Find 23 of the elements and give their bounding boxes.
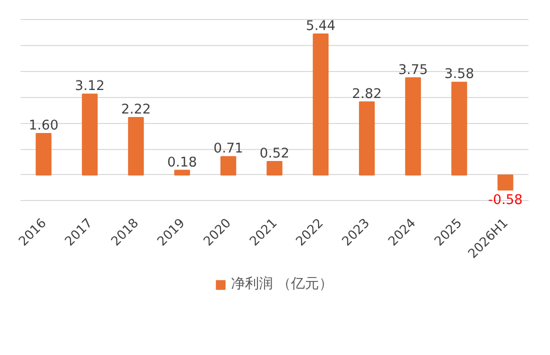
data-label: 5.44 <box>306 19 336 34</box>
data-label: 3.58 <box>444 67 474 82</box>
bar <box>312 34 329 176</box>
data-label: 2.82 <box>352 86 382 102</box>
bar <box>358 101 375 176</box>
data-label: 1.60 <box>28 118 58 134</box>
bar <box>405 77 421 176</box>
bar <box>498 174 514 190</box>
bar <box>174 170 190 176</box>
bar <box>128 116 144 176</box>
bar <box>451 82 468 176</box>
bar <box>82 94 98 176</box>
bar <box>36 133 52 176</box>
data-label: 3.75 <box>398 62 428 78</box>
data-label: 3.12 <box>74 79 105 94</box>
data-label: 0.52 <box>260 146 290 162</box>
data-label: -0.58 <box>488 193 523 208</box>
data-label: 0.18 <box>167 155 197 170</box>
data-label: 0.71 <box>213 142 244 157</box>
bar <box>220 156 236 176</box>
legend-label: 净利润 （亿元） <box>230 275 334 293</box>
data-label: 2.22 <box>121 102 151 118</box>
bar <box>266 160 282 176</box>
